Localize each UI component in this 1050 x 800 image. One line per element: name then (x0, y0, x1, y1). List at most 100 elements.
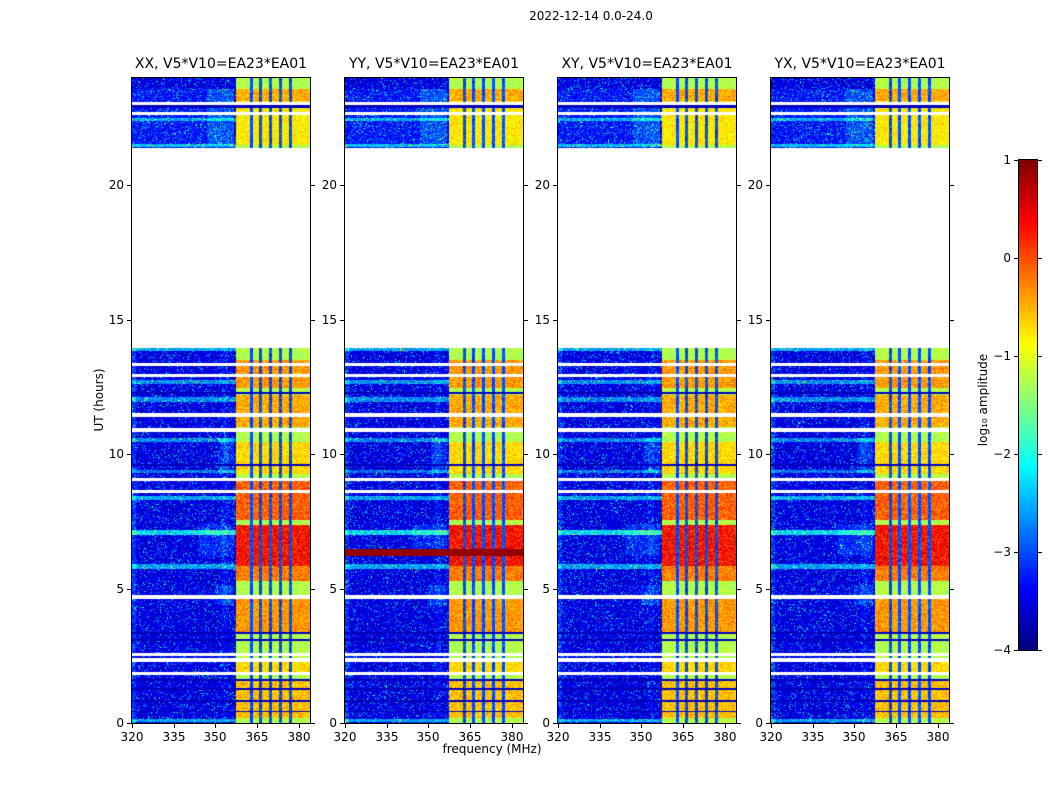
x-tick-label: 350 (416, 730, 440, 744)
x-tick-label: 380 (713, 730, 737, 744)
y-tick-mark (340, 320, 344, 321)
x-tick-mark (725, 724, 726, 728)
x-tick-label: 365 (458, 730, 482, 744)
y-tick-label: 20 (321, 178, 337, 192)
x-tick-mark (938, 724, 939, 728)
y-tick-label: 0 (755, 716, 763, 730)
y-tick-mark (950, 723, 954, 724)
spectrogram-xx (131, 77, 311, 724)
y-tick-label: 20 (534, 178, 550, 192)
x-tick-mark (641, 724, 642, 728)
x-axis-label: frequency (MHz) (442, 742, 542, 756)
y-tick-mark (524, 320, 528, 321)
y-tick-mark (766, 723, 770, 724)
spectrogram-yy (344, 77, 524, 724)
y-tick-mark (950, 589, 954, 590)
y-tick-mark (553, 320, 557, 321)
colorbar-label: log₁₀ amplitude (976, 353, 990, 447)
y-tick-label: 5 (542, 582, 550, 596)
colorbar-tick-mark (1014, 454, 1018, 455)
x-tick-label: 320 (120, 730, 144, 744)
x-tick-label: 335 (588, 730, 612, 744)
colorbar-tick-mark (1014, 160, 1018, 161)
x-tick-label: 320 (759, 730, 783, 744)
panel-title: XY, V5*V10=EA23*EA01 (561, 56, 733, 72)
x-tick-mark (215, 724, 216, 728)
y-tick-label: 0 (329, 716, 337, 730)
colorbar-tick-mark (1038, 650, 1042, 651)
x-tick-label: 365 (884, 730, 908, 744)
x-tick-label: 320 (333, 730, 357, 744)
y-tick-mark (553, 454, 557, 455)
x-tick-mark (854, 724, 855, 728)
colorbar-tick-label: −1 (993, 349, 1011, 363)
y-tick-mark (127, 454, 131, 455)
y-tick-label: 15 (534, 313, 550, 327)
x-tick-mark (132, 724, 133, 728)
x-tick-label: 335 (375, 730, 399, 744)
colorbar-tick-label: 1 (1003, 153, 1011, 167)
y-tick-mark (127, 723, 131, 724)
y-tick-mark (311, 320, 315, 321)
x-tick-mark (345, 724, 346, 728)
x-tick-mark (387, 724, 388, 728)
y-tick-mark (524, 454, 528, 455)
y-tick-label: 20 (108, 178, 124, 192)
y-tick-mark (737, 185, 741, 186)
y-tick-mark (766, 185, 770, 186)
y-tick-mark (553, 723, 557, 724)
y-tick-mark (737, 723, 741, 724)
x-tick-mark (600, 724, 601, 728)
y-tick-mark (311, 723, 315, 724)
y-tick-mark (340, 589, 344, 590)
y-tick-label: 0 (116, 716, 124, 730)
y-tick-mark (766, 589, 770, 590)
y-tick-mark (737, 589, 741, 590)
colorbar-tick-label: −2 (993, 447, 1011, 461)
colorbar-gradient (1018, 159, 1038, 651)
colorbar-tick-mark (1038, 258, 1042, 259)
y-tick-label: 10 (534, 447, 550, 461)
y-tick-mark (950, 185, 954, 186)
y-tick-label: 10 (108, 447, 124, 461)
x-tick-mark (813, 724, 814, 728)
panel-title: YX, V5*V10=EA23*EA01 (774, 56, 946, 72)
y-tick-label: 5 (329, 582, 337, 596)
x-tick-label: 335 (162, 730, 186, 744)
x-tick-mark (470, 724, 471, 728)
colorbar-tick-mark (1038, 552, 1042, 553)
y-tick-mark (737, 320, 741, 321)
x-tick-label: 380 (500, 730, 524, 744)
x-tick-label: 380 (926, 730, 950, 744)
colorbar-tick-label: 0 (1003, 251, 1011, 265)
y-tick-label: 5 (755, 582, 763, 596)
colorbar-tick-mark (1014, 650, 1018, 651)
x-tick-label: 320 (546, 730, 570, 744)
figure-title: 2022-12-14 0.0-24.0 (529, 9, 653, 23)
panel-title: YY, V5*V10=EA23*EA01 (348, 56, 520, 72)
x-tick-label: 350 (842, 730, 866, 744)
y-tick-mark (340, 185, 344, 186)
colorbar-tick-label: −4 (993, 643, 1011, 657)
y-tick-label: 5 (116, 582, 124, 596)
y-tick-mark (127, 320, 131, 321)
x-tick-mark (174, 724, 175, 728)
colorbar-tick-mark (1038, 454, 1042, 455)
y-tick-mark (766, 320, 770, 321)
y-tick-mark (340, 723, 344, 724)
y-tick-mark (340, 454, 344, 455)
y-tick-mark (950, 454, 954, 455)
colorbar-tick-mark (1014, 258, 1018, 259)
x-tick-mark (683, 724, 684, 728)
x-tick-mark (558, 724, 559, 728)
y-tick-label: 0 (542, 716, 550, 730)
y-tick-label: 10 (747, 447, 763, 461)
x-tick-label: 380 (287, 730, 311, 744)
y-tick-mark (311, 454, 315, 455)
y-tick-label: 15 (321, 313, 337, 327)
y-tick-mark (553, 589, 557, 590)
y-axis-label: UT (hours) (92, 368, 106, 432)
y-tick-mark (524, 589, 528, 590)
y-tick-mark (127, 185, 131, 186)
